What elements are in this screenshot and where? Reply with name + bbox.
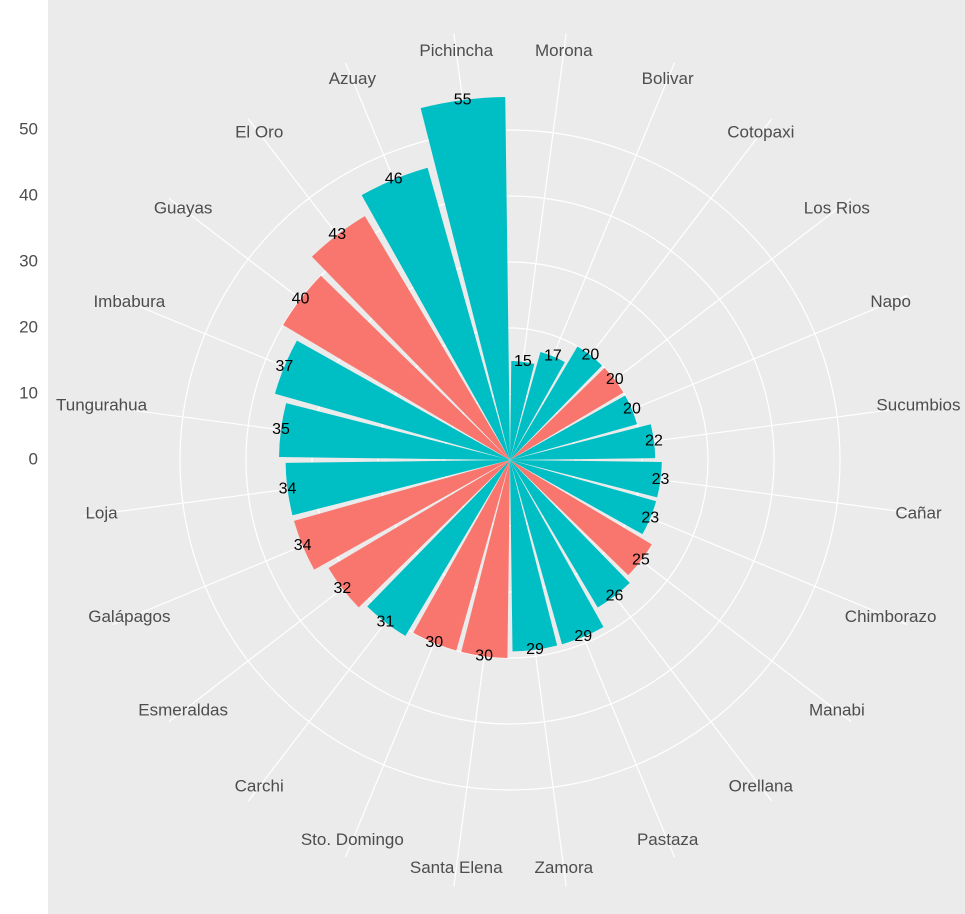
bar (274, 340, 510, 460)
value-label: 55 (454, 91, 472, 108)
category-label: Manabi (809, 700, 865, 719)
value-label: 29 (574, 628, 592, 645)
category-label: Santa Elena (410, 858, 503, 877)
value-label: 30 (425, 634, 443, 651)
category-label: Galápagos (88, 607, 170, 626)
value-label: 46 (385, 171, 403, 188)
bar (510, 460, 657, 535)
bar (285, 460, 510, 516)
value-label: 40 (292, 291, 310, 308)
value-label: 30 (475, 648, 493, 665)
bar (361, 167, 510, 460)
y-tick-label: 50 (19, 119, 38, 138)
bar (367, 460, 510, 636)
bar (279, 403, 510, 460)
category-label: Tungurahua (56, 396, 148, 415)
value-label: 20 (581, 346, 599, 363)
bar (420, 97, 510, 460)
bar (510, 460, 630, 608)
labels: 15 Morona 17 Bolivar 20 Cotopaxi 20 Los Rios 20 N… (56, 41, 961, 877)
category-label: Chimborazo (845, 607, 937, 626)
value-label: 23 (641, 509, 659, 526)
value-label: 31 (377, 614, 395, 631)
bar (328, 460, 510, 608)
value-label: 35 (272, 421, 290, 438)
category-label: Guayas (154, 199, 213, 218)
y-tick-label: 40 (19, 185, 38, 204)
value-label: 25 (632, 552, 650, 569)
value-label: 20 (606, 371, 624, 388)
y-tick-label: 20 (19, 317, 38, 336)
grid-circle (245, 195, 775, 725)
bar (510, 460, 604, 645)
category-label: Cotopaxi (727, 123, 794, 142)
category-label: Bolivar (642, 69, 694, 88)
category-label: Orellana (729, 776, 794, 795)
bar (510, 424, 656, 460)
category-label: Esmeraldas (138, 700, 228, 719)
grid-circle (443, 393, 577, 527)
category-label: Los Rios (804, 199, 870, 218)
category-label: Azuay (329, 69, 377, 88)
value-label: 26 (606, 587, 624, 604)
category-label: El Oro (235, 123, 283, 142)
value-label: 37 (275, 358, 293, 375)
bar (510, 346, 603, 460)
category-label: Sucumbios (876, 396, 960, 415)
category-label: Pastaza (637, 830, 699, 849)
bar (510, 352, 565, 460)
bar (510, 367, 624, 460)
y-tick-label: 30 (19, 251, 38, 270)
category-label: Zamora (534, 858, 593, 877)
bar (510, 395, 638, 460)
bar (294, 460, 510, 570)
value-label: 32 (334, 580, 352, 597)
category-label: Cañar (895, 503, 942, 522)
value-label: 23 (652, 471, 670, 488)
value-label: 29 (526, 641, 544, 658)
value-label: 43 (328, 226, 346, 243)
value-label: 15 (514, 353, 532, 370)
category-label: Sto. Domingo (301, 830, 404, 849)
category-label: Napo (870, 292, 911, 311)
bar (510, 460, 558, 652)
category-label: Morona (535, 41, 593, 60)
value-label: 17 (544, 348, 562, 365)
bar (283, 275, 510, 460)
value-label: 20 (623, 401, 641, 418)
grid-circle (311, 261, 709, 659)
y-tick-label: 0 (29, 449, 38, 468)
bar (510, 361, 535, 460)
bar (510, 460, 662, 498)
category-label: Pichincha (419, 41, 493, 60)
value-label: 22 (645, 432, 663, 449)
category-label: Loja (85, 503, 118, 522)
category-label: Imbabura (93, 292, 165, 311)
bar (311, 216, 510, 460)
bars (274, 97, 662, 658)
bar (510, 460, 652, 576)
y-tick-label: 10 (19, 383, 38, 402)
grid-circle (179, 129, 841, 791)
value-label: 34 (279, 481, 297, 498)
bar (461, 460, 510, 658)
grid-circle (377, 327, 643, 593)
value-label: 34 (294, 537, 312, 554)
bar (413, 460, 510, 651)
category-label: Carchi (235, 776, 284, 795)
